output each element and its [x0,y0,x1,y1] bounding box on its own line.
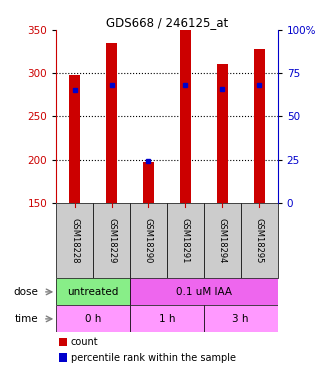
Bar [106,43,117,203]
Bar [204,203,241,278]
Text: GSM18229: GSM18229 [107,218,116,263]
Bar [241,203,278,278]
Text: GSM18290: GSM18290 [144,218,153,263]
Bar [217,64,228,203]
Bar [56,305,130,332]
Bar [59,354,67,362]
Bar [204,305,278,332]
Bar [130,278,278,305]
Bar [56,278,130,305]
Bar [180,30,191,203]
Bar [254,49,265,203]
Bar [93,203,130,278]
Text: percentile rank within the sample: percentile rank within the sample [71,353,236,363]
Text: count: count [71,337,98,347]
Title: GDS668 / 246125_at: GDS668 / 246125_at [106,16,228,29]
Bar [130,305,204,332]
Text: 0.1 uM IAA: 0.1 uM IAA [176,287,232,297]
Bar [59,338,67,346]
Text: GSM18294: GSM18294 [218,218,227,263]
Text: GSM18295: GSM18295 [255,218,264,263]
Text: time: time [15,314,39,324]
Bar [143,162,154,203]
Bar [56,203,93,278]
Text: 1 h: 1 h [159,314,175,324]
Text: 3 h: 3 h [232,314,249,324]
Text: GSM18228: GSM18228 [70,218,79,263]
Bar [69,75,80,203]
Bar [130,203,167,278]
Text: dose: dose [13,287,39,297]
Text: GSM18291: GSM18291 [181,218,190,263]
Text: untreated: untreated [67,287,119,297]
Bar [167,203,204,278]
Text: 0 h: 0 h [85,314,101,324]
